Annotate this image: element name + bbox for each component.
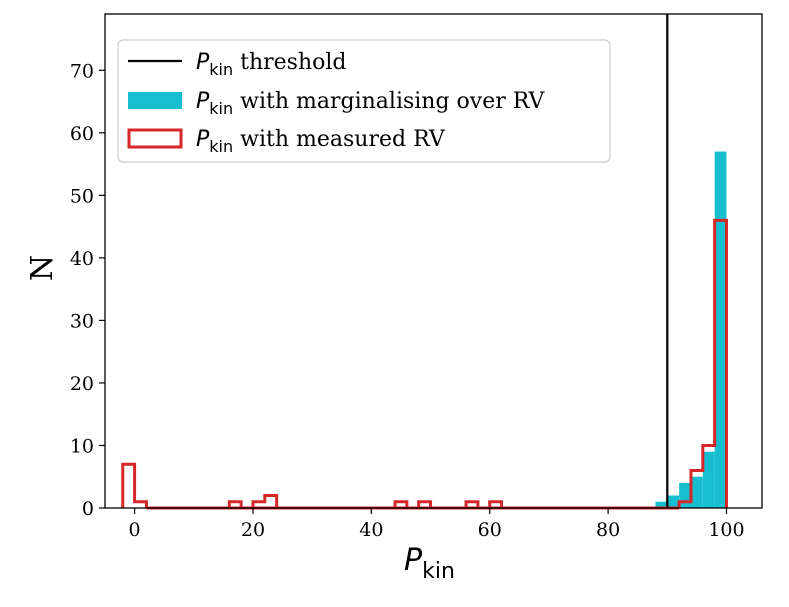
plot-frame [104, 13, 763, 509]
x-tick-label: 40 [359, 519, 383, 541]
x-tick-label: 20 [241, 519, 265, 541]
y-axis-label: N [25, 255, 60, 281]
legend-math: P [196, 127, 210, 152]
y-tick-label: 50 [70, 185, 94, 207]
x-axis-label-sub: kin [422, 559, 455, 584]
bar-marginalised [714, 151, 727, 508]
legend-text: with measured RV [233, 127, 446, 152]
legend-box [117, 39, 611, 163]
x-axis-label-main: P [404, 543, 423, 578]
legend-math: P [196, 89, 210, 114]
y-tick-label: 20 [70, 373, 94, 395]
axes: 0 20 40 60 80 100 0 10 20 30 40 50 60 70 [70, 13, 763, 541]
legend-sub: kin [209, 137, 233, 156]
legend-entry-label: Pkin with marginalising over RV [196, 89, 546, 118]
legend-entry-label: Pkin threshold [196, 50, 347, 79]
y-tick-label: 40 [70, 248, 94, 270]
legend-text: threshold [233, 50, 346, 75]
y-tick-label: 10 [70, 435, 94, 457]
x-tick-label: 60 [478, 519, 502, 541]
axis-labels: N Pkin [25, 255, 455, 584]
bar-marginalised [655, 501, 668, 508]
y-tick-label: 30 [70, 310, 94, 332]
y-tick-label: 0 [82, 498, 94, 520]
legend-entry-label: Pkin with measured RV [196, 127, 446, 156]
x-axis-label: Pkin [404, 543, 455, 584]
legend-sub: kin [209, 60, 233, 79]
x-tick-label: 100 [708, 519, 744, 541]
legend-swatch-measured [127, 128, 183, 149]
bar-marginalised [679, 482, 691, 508]
y-tick-label: 70 [70, 60, 94, 82]
bar-marginalised [702, 451, 715, 508]
bar-marginalised [690, 476, 703, 508]
x-tick-label: 80 [596, 519, 620, 541]
y-tick-label: 60 [70, 123, 94, 145]
legend-sub: kin [209, 99, 233, 118]
legend-math: P [196, 50, 210, 75]
legend-swatch-marginalised [128, 92, 182, 109]
step-measured-rv [121, 218, 728, 508]
bar-marginalised [667, 495, 680, 508]
legend-text: with marginalising over RV [233, 89, 545, 114]
x-tick-label: 0 [129, 519, 141, 541]
